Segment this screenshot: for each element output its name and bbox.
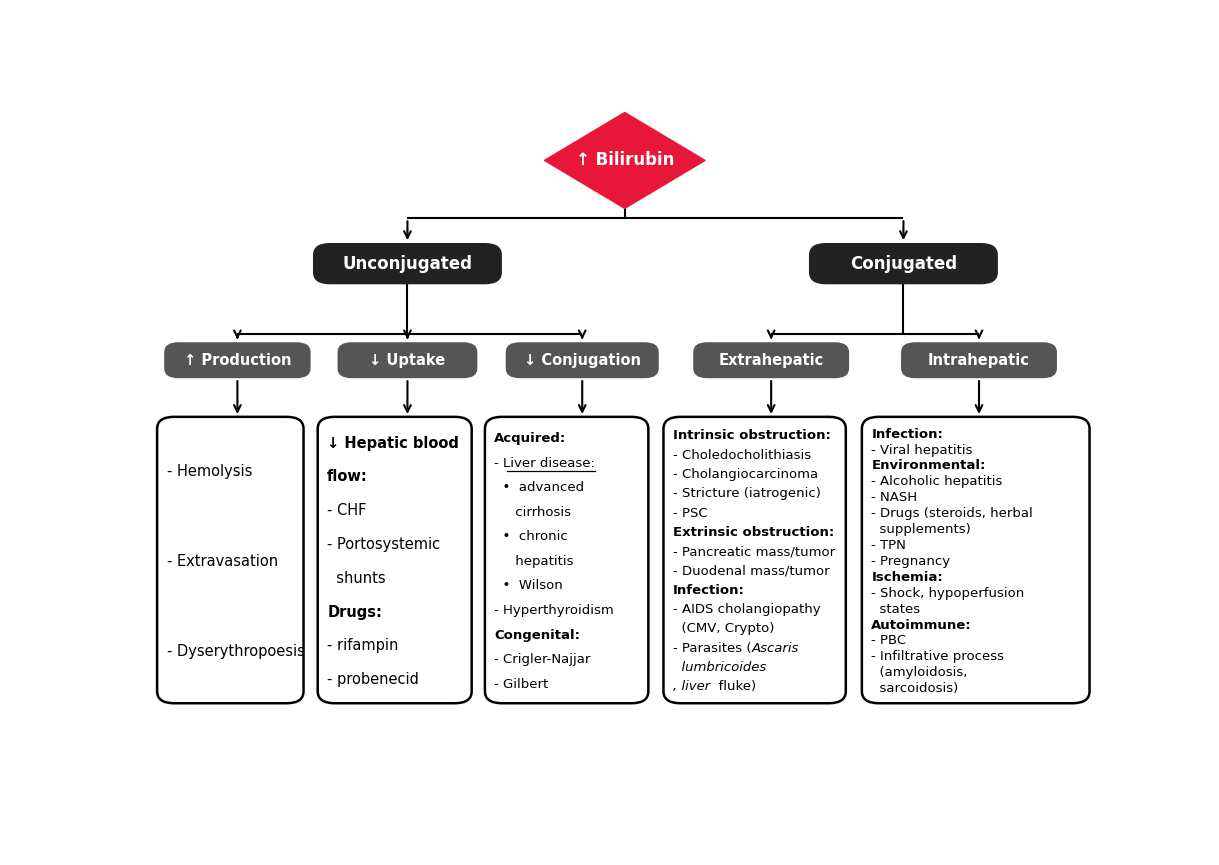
Text: shunts: shunts [327,571,385,586]
Text: Unconjugated: Unconjugated [343,254,473,272]
Text: - Gilbert: - Gilbert [495,678,549,691]
Text: Environmental:: Environmental: [872,459,986,472]
Text: hepatitis: hepatitis [495,554,574,568]
Text: lumbricoides: lumbricoides [673,661,767,674]
Text: - Dyserythropoesis: - Dyserythropoesis [167,644,305,659]
Text: Ischemia:: Ischemia: [872,571,944,584]
Text: - Viral hepatitis: - Viral hepatitis [872,444,973,457]
FancyBboxPatch shape [506,343,658,378]
Text: - Liver disease:: - Liver disease: [495,457,595,470]
Text: - Shock, hypoperfusion: - Shock, hypoperfusion [872,586,1024,599]
Text: - Stricture (iatrogenic): - Stricture (iatrogenic) [673,487,820,500]
Text: - Cholangiocarcinoma: - Cholangiocarcinoma [673,468,818,481]
Text: supplements): supplements) [872,523,972,536]
Text: Drugs:: Drugs: [327,605,382,619]
Text: ↓ Hepatic blood: ↓ Hepatic blood [327,436,460,451]
Text: - Pregnancy: - Pregnancy [872,554,951,568]
Text: - Hyperthyroidism: - Hyperthyroidism [495,604,614,617]
Text: Ascaris: Ascaris [751,642,798,655]
Text: - Alcoholic hepatitis: - Alcoholic hepatitis [872,476,1003,489]
FancyBboxPatch shape [318,417,472,703]
Text: Extrahepatic: Extrahepatic [718,353,824,368]
Text: - PSC: - PSC [673,507,707,520]
FancyBboxPatch shape [165,343,311,378]
Text: (CMV, Crypto): (CMV, Crypto) [673,623,774,636]
Text: - Drugs (steroids, herbal: - Drugs (steroids, herbal [872,507,1032,520]
Text: Congenital:: Congenital: [495,629,580,642]
FancyBboxPatch shape [313,243,502,285]
Text: Intrahepatic: Intrahepatic [928,353,1030,368]
Text: - CHF: - CHF [327,503,367,518]
Polygon shape [545,112,705,208]
Text: Autoimmune:: Autoimmune: [872,618,972,631]
FancyBboxPatch shape [663,417,846,703]
Text: - Pancreatic mass/tumor: - Pancreatic mass/tumor [673,545,835,558]
Text: Extrinsic obstruction:: Extrinsic obstruction: [673,526,834,539]
FancyBboxPatch shape [485,417,649,703]
FancyBboxPatch shape [694,343,850,378]
Text: - Infiltrative process: - Infiltrative process [872,650,1004,663]
Text: - TPN: - TPN [872,539,906,552]
Text: •  chronic: • chronic [495,530,568,543]
Text: Acquired:: Acquired: [495,432,567,445]
Text: - Crigler-Najjar: - Crigler-Najjar [495,653,591,666]
Text: - Extravasation: - Extravasation [167,554,278,569]
Text: , liver: , liver [673,681,711,694]
Text: - Portosystemic: - Portosystemic [327,537,440,552]
FancyBboxPatch shape [862,417,1090,703]
FancyBboxPatch shape [338,343,478,378]
Text: ↓ Conjugation: ↓ Conjugation [524,353,641,368]
Text: - rifampin: - rifampin [327,638,399,653]
Text: Intrinsic obstruction:: Intrinsic obstruction: [673,429,831,442]
FancyBboxPatch shape [809,243,998,285]
Text: - probenecid: - probenecid [327,672,419,687]
Text: sarcoidosis): sarcoidosis) [872,682,958,695]
Text: - PBC: - PBC [872,634,907,647]
Text: flow:: flow: [327,470,368,484]
Text: (amyloidosis,: (amyloidosis, [872,666,968,679]
Text: ↑ Bilirubin: ↑ Bilirubin [575,151,674,170]
FancyBboxPatch shape [901,343,1057,378]
Text: fluke): fluke) [711,681,756,694]
FancyBboxPatch shape [157,417,304,703]
Text: - AIDS cholangiopathy: - AIDS cholangiopathy [673,603,820,616]
Text: - Choledocholithiasis: - Choledocholithiasis [673,449,811,462]
Text: states: states [872,603,920,616]
Text: •  Wilson: • Wilson [495,580,563,593]
Text: ↓ Uptake: ↓ Uptake [369,353,446,368]
Text: ↑ Production: ↑ Production [184,353,291,368]
Text: Infection:: Infection: [872,427,944,440]
Text: - Hemolysis: - Hemolysis [167,464,252,478]
Text: - Duodenal mass/tumor: - Duodenal mass/tumor [673,565,830,578]
Text: Infection:: Infection: [673,584,745,597]
Text: - Parasites (: - Parasites ( [673,642,751,655]
Text: - NASH: - NASH [872,491,918,504]
Text: cirrhosis: cirrhosis [495,506,572,519]
Text: •  advanced: • advanced [495,481,584,494]
Text: Conjugated: Conjugated [850,254,957,272]
